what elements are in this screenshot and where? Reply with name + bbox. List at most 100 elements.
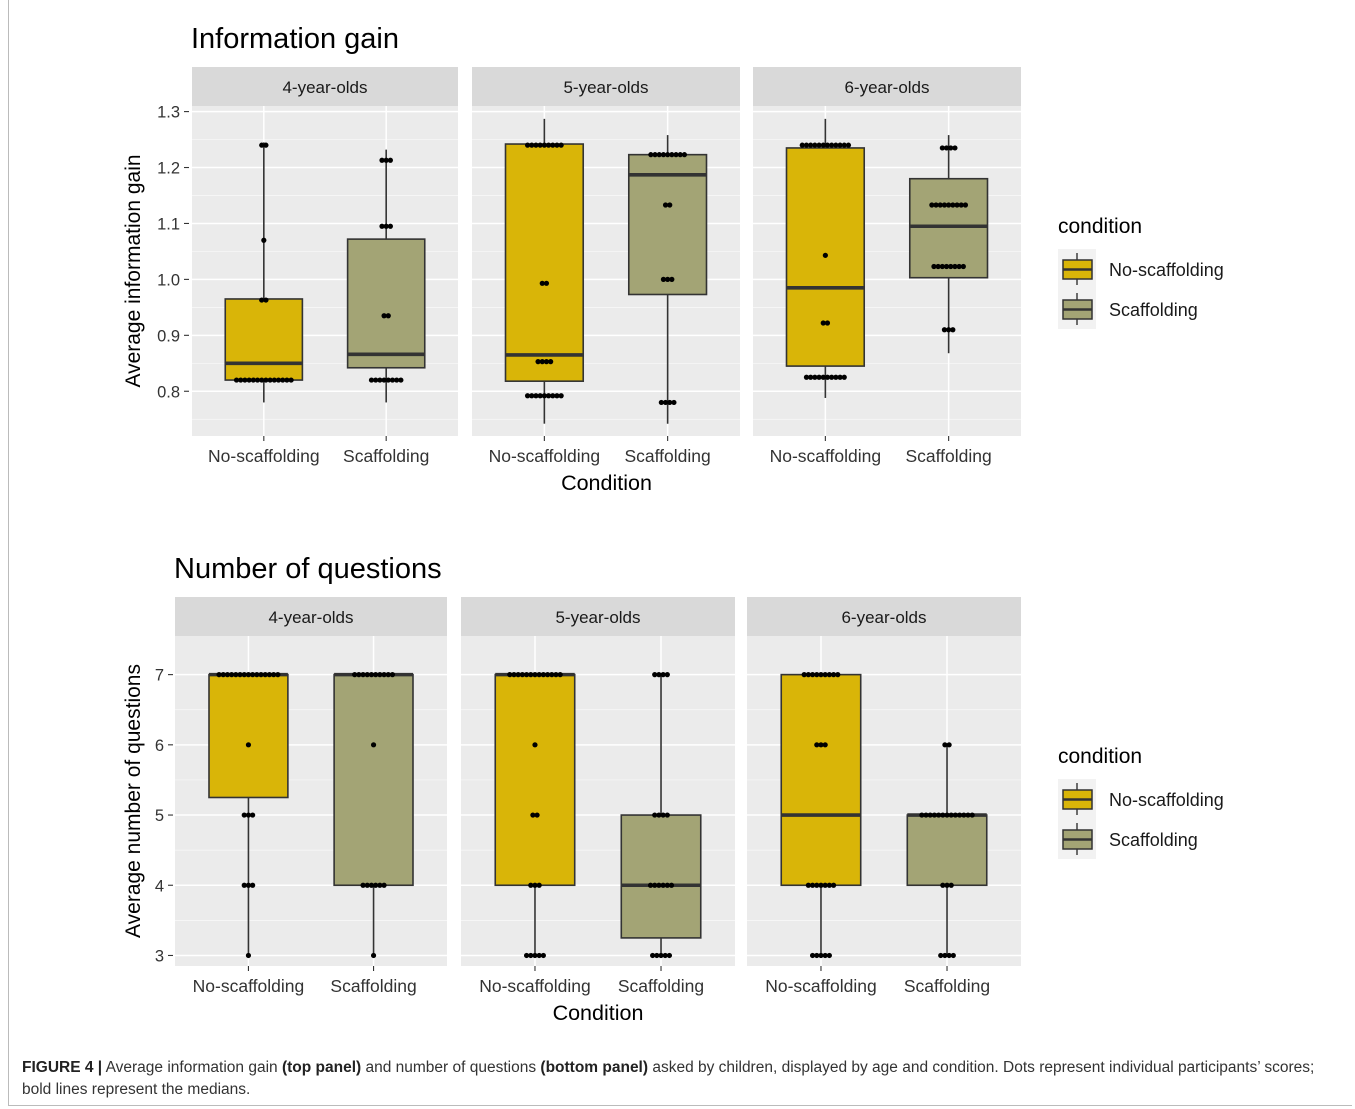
data-point xyxy=(250,377,256,383)
data-point xyxy=(532,742,538,748)
x-tick-label: No-scaffolding xyxy=(770,446,882,466)
data-point xyxy=(820,142,826,148)
data-point xyxy=(241,672,247,678)
data-point xyxy=(956,263,962,270)
caption-bold-1: (top panel) xyxy=(281,1059,362,1076)
data-point xyxy=(809,952,816,959)
data-point xyxy=(826,952,832,959)
data-point xyxy=(284,377,290,383)
data-point xyxy=(948,882,954,888)
data-point xyxy=(667,202,673,208)
data-point xyxy=(558,142,564,148)
data-point xyxy=(818,952,824,959)
data-point xyxy=(837,374,843,380)
data-point xyxy=(929,202,935,208)
data-point xyxy=(263,142,269,148)
data-point xyxy=(377,882,383,888)
data-point xyxy=(941,202,948,208)
data-point xyxy=(545,393,552,399)
data-point xyxy=(652,672,658,678)
data-point xyxy=(377,377,383,383)
data-point xyxy=(246,377,252,383)
data-point xyxy=(387,157,393,163)
data-point xyxy=(373,377,379,383)
data-point xyxy=(237,672,243,678)
box xyxy=(908,177,989,279)
data-point xyxy=(528,882,534,888)
data-point xyxy=(814,742,820,748)
facet-label: 5-year-olds xyxy=(555,608,640,627)
facet-strip xyxy=(192,67,458,106)
data-point xyxy=(271,672,277,678)
y-tick-label: 0.8 xyxy=(157,383,180,401)
data-point xyxy=(540,952,546,959)
chart-title: Information gain xyxy=(191,23,399,55)
data-point xyxy=(360,882,366,888)
chart-title: Number of questions xyxy=(174,553,442,585)
data-point xyxy=(245,952,252,959)
data-point xyxy=(950,327,956,333)
data-point xyxy=(245,672,252,678)
data-point xyxy=(654,952,660,959)
data-point xyxy=(389,672,396,678)
data-point xyxy=(814,672,820,678)
data-point xyxy=(275,672,281,678)
data-point xyxy=(263,297,269,303)
data-point xyxy=(381,313,387,319)
x-tick-label: No-scaffolding xyxy=(489,446,601,466)
data-point xyxy=(662,399,669,406)
data-point xyxy=(940,882,946,888)
data-point xyxy=(833,142,839,148)
data-point xyxy=(818,742,824,748)
data-point xyxy=(383,157,389,163)
data-point xyxy=(554,142,560,148)
data-point xyxy=(665,276,671,282)
data-point xyxy=(368,672,375,678)
data-point xyxy=(812,374,818,380)
data-point xyxy=(533,393,539,399)
data-point xyxy=(799,142,805,148)
data-point xyxy=(368,882,375,888)
data-point xyxy=(368,377,375,383)
y-tick-label: 1.1 xyxy=(157,215,180,233)
data-point xyxy=(960,263,966,270)
data-point xyxy=(826,882,832,888)
caption-bold-2: (bottom panel) xyxy=(540,1059,649,1076)
facet-strip xyxy=(472,67,740,106)
data-point xyxy=(377,672,383,678)
y-tick-label: 4 xyxy=(155,877,164,895)
data-point xyxy=(822,252,828,258)
data-point xyxy=(942,952,948,959)
data-point xyxy=(658,399,664,406)
data-point xyxy=(280,377,286,383)
data-point xyxy=(356,672,362,678)
data-point xyxy=(803,142,810,148)
x-tick-label: Scaffolding xyxy=(904,976,990,996)
data-point xyxy=(941,327,948,333)
data-point xyxy=(830,672,837,678)
x-axis-title: Condition xyxy=(561,471,652,495)
data-point xyxy=(528,672,534,678)
data-point xyxy=(549,672,555,678)
data-point xyxy=(935,263,941,270)
data-point xyxy=(652,882,658,888)
data-point xyxy=(558,393,564,399)
data-point xyxy=(550,393,556,399)
data-point xyxy=(808,142,814,148)
data-point xyxy=(814,952,820,959)
data-point xyxy=(664,882,670,888)
data-point xyxy=(541,142,547,148)
data-point xyxy=(528,952,534,959)
data-point xyxy=(515,672,521,678)
x-tick-label: Scaffolding xyxy=(624,446,710,466)
figure-frame xyxy=(8,0,1352,1106)
data-point xyxy=(809,882,816,888)
data-point xyxy=(809,672,816,678)
y-tick-label: 5 xyxy=(155,807,164,825)
data-point xyxy=(383,223,389,229)
data-point xyxy=(833,374,839,380)
data-point xyxy=(533,142,539,148)
data-point xyxy=(511,672,517,678)
facet-strip xyxy=(175,597,447,636)
data-point xyxy=(532,952,538,959)
